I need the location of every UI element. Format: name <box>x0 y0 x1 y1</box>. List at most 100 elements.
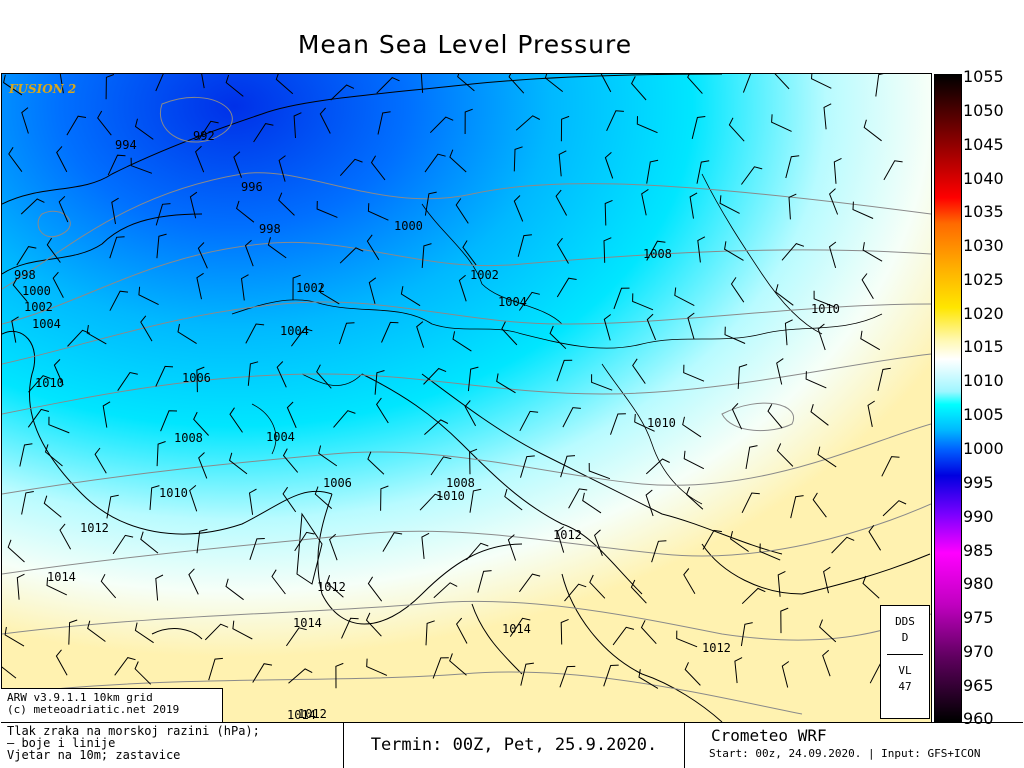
wind-barb <box>100 573 117 599</box>
wind-barb <box>496 373 516 394</box>
wind-barb <box>27 408 50 428</box>
wind-barb <box>868 525 882 551</box>
wind-barb <box>781 661 790 688</box>
wind-barb <box>731 403 743 430</box>
wind-barb <box>330 84 355 101</box>
colorbar-label: 995 <box>963 473 994 492</box>
wind-barb <box>2 666 17 679</box>
wind-barb <box>519 410 539 432</box>
wind-barb <box>229 452 248 475</box>
isobar-label: 992 <box>193 129 215 143</box>
wind-barb <box>612 626 635 646</box>
wind-barb <box>155 203 171 226</box>
wind-barb <box>860 330 881 351</box>
wind-barb <box>421 532 430 559</box>
wind-barb <box>433 582 458 599</box>
wind-barb <box>97 110 112 136</box>
wind-barb <box>513 146 523 172</box>
isobar-label: 998 <box>259 222 281 236</box>
wind-barb <box>421 243 432 268</box>
wind-barb <box>568 488 588 509</box>
wind-barb <box>776 443 794 467</box>
wind-barb <box>674 287 695 307</box>
wind-barb <box>432 657 449 679</box>
wind-barb <box>805 371 827 389</box>
wind-barb <box>43 495 62 518</box>
wind-barb <box>638 669 659 689</box>
wind-barb <box>366 658 388 676</box>
wind-barb <box>696 160 710 184</box>
wind-barb <box>370 155 386 181</box>
wind-barb <box>788 193 797 220</box>
wind-barb <box>564 583 587 602</box>
wind-barb <box>812 492 827 518</box>
wind-barb <box>3 74 23 96</box>
wind-barb <box>882 500 907 517</box>
colorbar-label: 1050 <box>963 101 1004 120</box>
wind-barb <box>278 192 295 216</box>
isobar-label: 1010 <box>436 489 465 503</box>
wind-barb <box>419 493 443 511</box>
wind-barb <box>282 448 299 473</box>
wind-barb <box>457 74 475 92</box>
wind-barb <box>646 240 666 261</box>
isobar-label: 1002 <box>296 281 325 295</box>
isobar-label: 1010 <box>159 486 188 500</box>
wind-barb <box>400 286 421 307</box>
wind-barb <box>58 195 69 223</box>
wind-barb <box>687 312 695 340</box>
wind-barb <box>367 203 389 221</box>
wind-barb <box>724 241 744 261</box>
wind-barb <box>130 157 153 174</box>
isobar-label: 994 <box>115 138 137 152</box>
colorbar-label: 980 <box>963 574 994 593</box>
wind-barb <box>508 74 525 94</box>
wind-barb <box>294 531 315 552</box>
wind-barb <box>204 623 229 641</box>
wind-barb <box>774 74 790 90</box>
wind-barb <box>646 159 659 184</box>
wind-barb <box>134 661 152 685</box>
wind-barb <box>785 155 800 179</box>
wind-barb <box>823 103 832 130</box>
colorbar-labels: 1055 1050 1045 1040 1035 1030 1025 1020 … <box>963 67 1023 728</box>
isobar-label: 1008 <box>446 476 475 490</box>
wind-barb <box>518 573 541 593</box>
wind-barb <box>560 618 569 645</box>
isobar-label: 1014 <box>47 570 76 584</box>
legend-line: Tlak zraka na morskoj razini (hPa); <box>7 724 260 738</box>
wind-barb <box>195 145 205 173</box>
wind-barb <box>613 287 630 310</box>
isobar-label: 1000 <box>22 284 51 298</box>
wind-barb <box>683 364 705 382</box>
wind-barb <box>196 366 205 393</box>
wind-barb <box>245 323 265 344</box>
wind-barb <box>458 274 467 302</box>
wind-barb <box>229 407 243 433</box>
wind-barb <box>381 321 399 343</box>
wind-barb <box>429 116 454 134</box>
wind-barb <box>740 166 763 185</box>
wind-barb <box>368 277 377 304</box>
wind-barb <box>16 246 37 266</box>
wind-barb <box>377 111 391 135</box>
wind-barb <box>20 198 45 215</box>
wind-barb <box>464 108 473 135</box>
wind-barb <box>275 74 294 95</box>
wind-barb <box>833 157 842 184</box>
wind-barb <box>155 74 164 92</box>
wind-barb <box>603 314 611 341</box>
wind-barb <box>767 403 783 429</box>
wind-barb <box>424 191 437 216</box>
colorbar-label: 1010 <box>963 371 1004 390</box>
dds-label: DDS <box>895 615 915 628</box>
wind-barb <box>775 284 794 306</box>
colorbar-label: 975 <box>963 608 994 627</box>
isobar-label: 1014 <box>287 708 316 722</box>
wind-barb <box>466 542 489 561</box>
wind-barb <box>53 359 64 386</box>
colorbar-label: 1020 <box>963 304 1004 323</box>
colorbar-label: 1005 <box>963 405 1004 424</box>
wind-barb <box>606 110 624 132</box>
wind-barb <box>11 316 19 343</box>
